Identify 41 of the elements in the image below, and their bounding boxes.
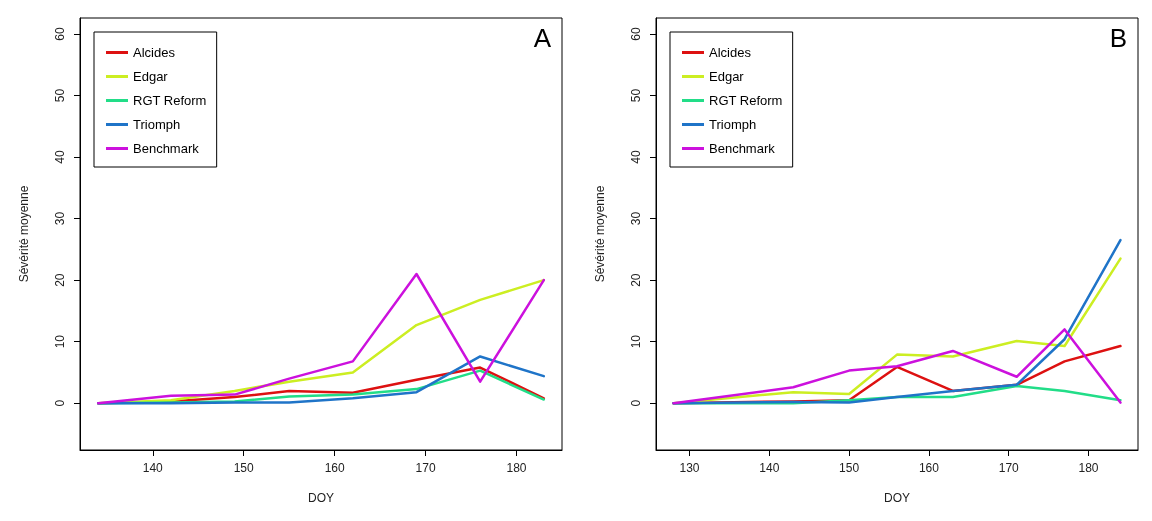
y-tick-label: 10 xyxy=(53,334,67,349)
legend-label: Alcides xyxy=(709,45,752,60)
y-tick-label: 50 xyxy=(53,88,67,103)
chart-title: B xyxy=(1109,23,1127,53)
y-tick-label: 0 xyxy=(629,399,643,407)
y-tick-label: 0 xyxy=(53,399,67,407)
chart-title: A xyxy=(533,23,552,53)
x-tick-label: 160 xyxy=(324,461,345,475)
y-tick-label: 10 xyxy=(629,334,643,349)
y-tick-label: 20 xyxy=(53,273,67,287)
y-axis-title: Sévérité moyenne xyxy=(17,185,31,283)
x-tick-label: 140 xyxy=(142,461,164,475)
legend-label: Edgar xyxy=(133,69,169,84)
x-tick-label: 140 xyxy=(759,461,780,475)
legend-label: Benchmark xyxy=(133,141,200,156)
legend-label: Alcides xyxy=(133,45,176,60)
x-tick-label: 150 xyxy=(839,461,860,475)
x-axis-title: DOY xyxy=(307,491,335,505)
x-tick-label: 170 xyxy=(998,461,1020,475)
y-tick-label: 20 xyxy=(629,273,643,287)
y-tick-label: 30 xyxy=(629,211,643,226)
x-tick-label: 170 xyxy=(415,461,436,475)
legend-label: Edgar xyxy=(709,69,745,84)
y-tick-label: 40 xyxy=(53,150,67,164)
y-tick-label: 30 xyxy=(53,211,67,226)
x-tick-label: 180 xyxy=(1078,461,1099,475)
y-tick-label: 60 xyxy=(629,27,643,41)
legend-label: RGT Reform xyxy=(133,93,207,108)
x-tick-label: 150 xyxy=(233,461,255,475)
legend-label: Triomph xyxy=(133,117,181,132)
y-tick-label: 40 xyxy=(629,150,643,164)
x-tick-label: 160 xyxy=(918,461,940,475)
y-tick-label: 50 xyxy=(629,88,643,103)
x-axis-title: DOY xyxy=(883,491,911,505)
legend-label: Triomph xyxy=(709,117,757,132)
y-tick-label: 60 xyxy=(53,27,67,41)
y-axis-title: Sévérité moyenne xyxy=(593,185,607,283)
x-tick-label: 130 xyxy=(679,461,700,475)
legend-label: RGT Reform xyxy=(709,93,783,108)
legend-label: Benchmark xyxy=(709,141,776,156)
x-tick-label: 180 xyxy=(506,461,527,475)
